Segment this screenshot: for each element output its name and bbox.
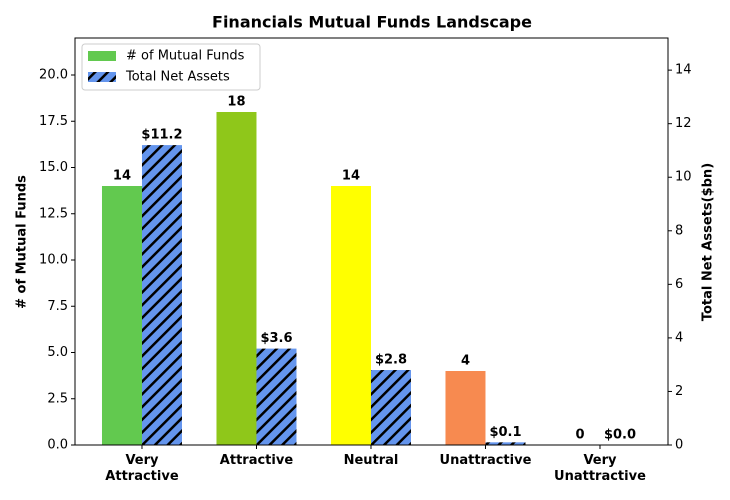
bar bbox=[485, 442, 526, 445]
chart-title: Financials Mutual Funds Landscape bbox=[212, 13, 532, 32]
bar bbox=[101, 186, 142, 445]
bar bbox=[141, 145, 182, 445]
y-tick-label: 7.5 bbox=[47, 299, 68, 314]
legend-box bbox=[81, 43, 261, 91]
y2-tick-label: 8 bbox=[675, 223, 683, 238]
y2-tick-label: 12 bbox=[675, 116, 692, 131]
data-label: $11.2 bbox=[141, 128, 182, 143]
data-label: $2.8 bbox=[375, 353, 407, 368]
bar bbox=[330, 186, 371, 445]
y-axis-label: # of Mutual Funds bbox=[15, 175, 30, 309]
data-label: 14 bbox=[113, 169, 131, 184]
bar bbox=[256, 348, 297, 445]
legend-swatch bbox=[88, 72, 116, 82]
data-label: $0.0 bbox=[604, 428, 636, 443]
y2-tick-label: 0 bbox=[675, 438, 683, 453]
legend-label: Total Net Assets bbox=[125, 70, 230, 85]
plot-frame bbox=[74, 37, 669, 446]
bar bbox=[445, 371, 486, 445]
y-tick-label: 20.0 bbox=[39, 68, 68, 83]
x-tick-label: Very Attractive bbox=[105, 453, 179, 484]
x-tick-label: Attractive bbox=[219, 453, 294, 468]
y-tick-label: 15.0 bbox=[39, 160, 68, 175]
data-label: $0.1 bbox=[489, 425, 521, 440]
data-label: $3.6 bbox=[260, 331, 292, 346]
bar bbox=[216, 112, 257, 445]
y2-tick-label: 10 bbox=[675, 170, 692, 185]
x-tick-label: Very Unattractive bbox=[554, 453, 646, 484]
y-tick-label: 10.0 bbox=[39, 253, 68, 268]
data-label: 0 bbox=[575, 428, 584, 443]
y-tick-label: 5.0 bbox=[47, 345, 68, 360]
y2-tick-label: 14 bbox=[675, 63, 692, 78]
y2-tick-label: 4 bbox=[675, 330, 683, 345]
y2-tick-label: 2 bbox=[675, 384, 683, 399]
data-label: 14 bbox=[342, 169, 360, 184]
y2-axis-label: Total Net Assets($bn) bbox=[701, 163, 716, 321]
x-tick-label: Neutral bbox=[343, 453, 399, 468]
y-tick-label: 12.5 bbox=[39, 206, 68, 221]
bar bbox=[370, 370, 411, 445]
data-label: 18 bbox=[227, 95, 245, 110]
y-tick-label: 2.5 bbox=[47, 391, 68, 406]
legend-label: # of Mutual Funds bbox=[126, 49, 245, 64]
y-tick-label: 17.5 bbox=[39, 114, 68, 129]
legend-swatch bbox=[88, 51, 116, 61]
y2-tick-label: 6 bbox=[675, 277, 683, 292]
data-label: 4 bbox=[461, 354, 470, 369]
y-tick-label: 0.0 bbox=[47, 438, 68, 453]
x-tick-label: Unattractive bbox=[439, 453, 532, 468]
